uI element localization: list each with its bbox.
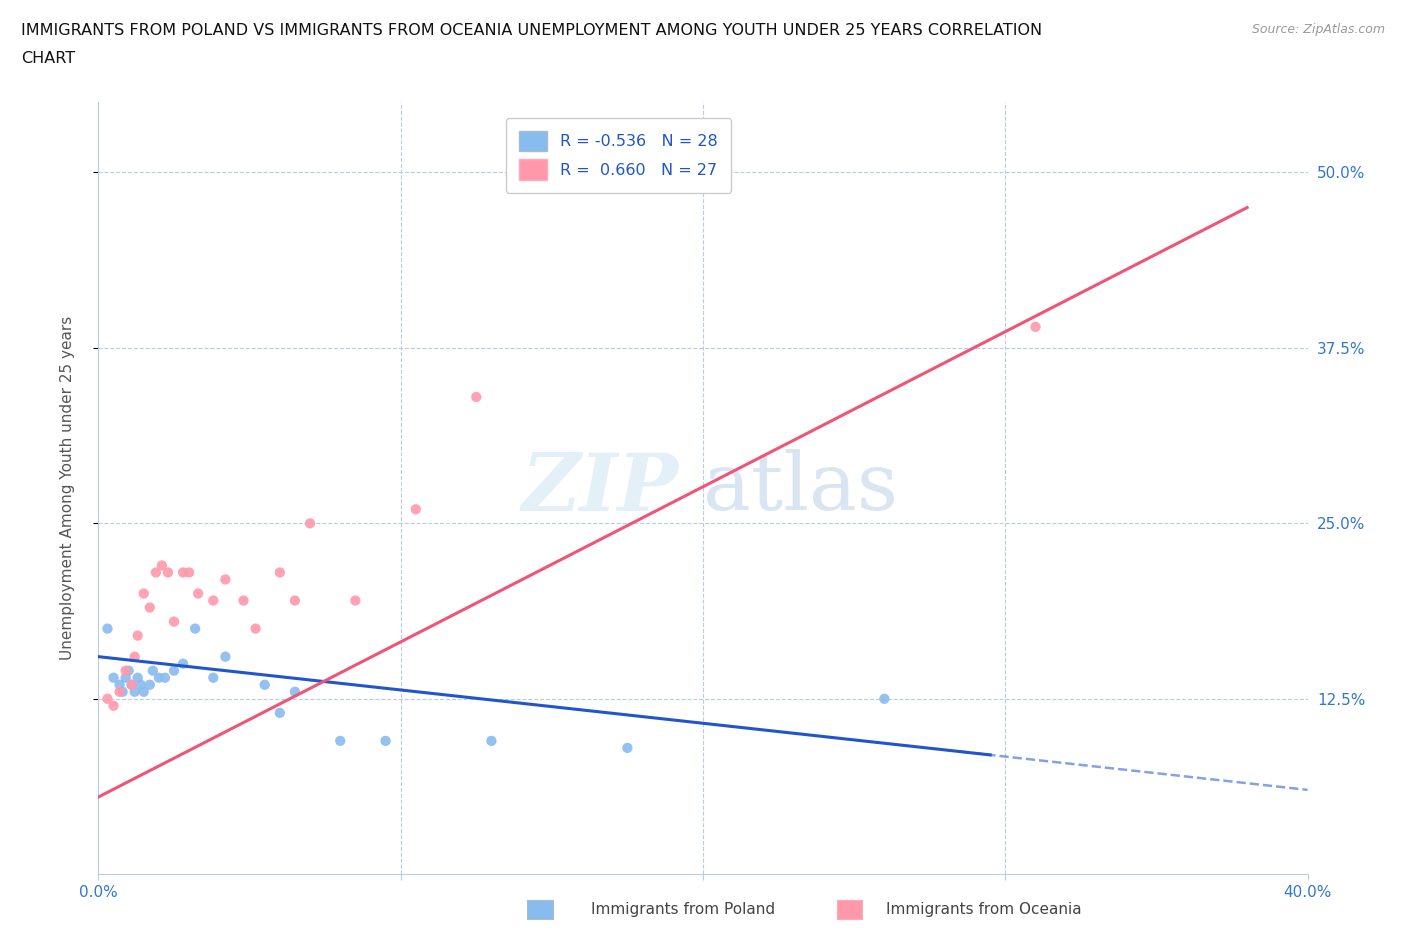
- Point: [1024, 319, 1046, 334]
- Point: [245, 621, 267, 636]
- Point: [329, 734, 352, 749]
- Point: [129, 677, 152, 692]
- Point: [139, 600, 162, 615]
- Point: [124, 684, 146, 699]
- Point: [465, 390, 488, 405]
- Point: [96, 621, 118, 636]
- Text: IMMIGRANTS FROM POLAND VS IMMIGRANTS FROM OCEANIA UNEMPLOYMENT AMONG YOUTH UNDER: IMMIGRANTS FROM POLAND VS IMMIGRANTS FRO…: [21, 23, 1042, 38]
- Point: [121, 677, 143, 692]
- Point: [108, 684, 131, 699]
- Y-axis label: Unemployment Among Youth under 25 years: Unemployment Among Youth under 25 years: [60, 316, 75, 660]
- Point: [124, 649, 146, 664]
- Point: [481, 734, 503, 749]
- Point: [202, 593, 225, 608]
- Point: [145, 565, 167, 580]
- Point: [405, 502, 427, 517]
- Point: [187, 586, 209, 601]
- Point: [284, 593, 307, 608]
- Point: [253, 677, 276, 692]
- Point: [103, 698, 125, 713]
- Point: [103, 671, 125, 685]
- Point: [156, 565, 179, 580]
- Point: [214, 649, 236, 664]
- Point: [202, 671, 225, 685]
- Point: [114, 671, 136, 685]
- Point: [172, 565, 194, 580]
- Point: [153, 671, 176, 685]
- Text: Immigrants from Oceania: Immigrants from Oceania: [886, 902, 1081, 917]
- Point: [127, 671, 149, 685]
- Point: [132, 586, 155, 601]
- Point: [344, 593, 367, 608]
- Point: [121, 677, 143, 692]
- Point: [114, 663, 136, 678]
- Point: [139, 677, 162, 692]
- Point: [132, 684, 155, 699]
- Point: [118, 663, 141, 678]
- Text: Immigrants from Poland: Immigrants from Poland: [591, 902, 775, 917]
- Text: ZIP: ZIP: [522, 449, 679, 527]
- Point: [214, 572, 236, 587]
- Point: [269, 565, 291, 580]
- Legend: R = -0.536   N = 28, R =  0.660   N = 27: R = -0.536 N = 28, R = 0.660 N = 27: [506, 118, 731, 193]
- Text: Source: ZipAtlas.com: Source: ZipAtlas.com: [1251, 23, 1385, 36]
- Text: atlas: atlas: [703, 449, 898, 527]
- Point: [127, 628, 149, 643]
- Point: [232, 593, 254, 608]
- Point: [163, 614, 186, 629]
- Point: [96, 691, 118, 706]
- Point: [108, 677, 131, 692]
- Point: [179, 565, 201, 580]
- Point: [374, 734, 396, 749]
- Point: [299, 516, 322, 531]
- Point: [172, 657, 194, 671]
- Point: [148, 671, 170, 685]
- Point: [616, 740, 638, 755]
- Point: [269, 705, 291, 720]
- Text: CHART: CHART: [21, 51, 75, 66]
- Point: [163, 663, 186, 678]
- Point: [111, 684, 134, 699]
- Point: [142, 663, 165, 678]
- Point: [284, 684, 307, 699]
- Point: [873, 691, 896, 706]
- Point: [184, 621, 207, 636]
- Point: [150, 558, 173, 573]
